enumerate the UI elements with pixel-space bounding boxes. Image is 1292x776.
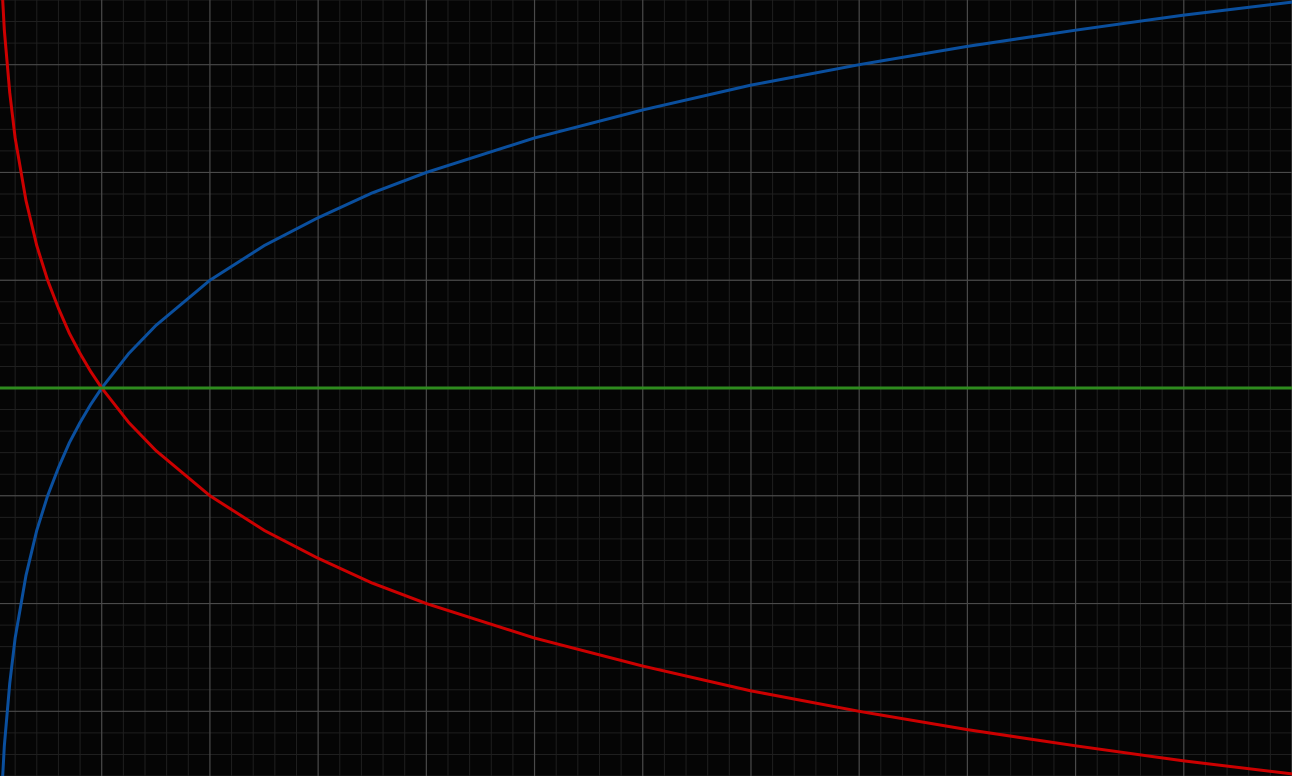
function-plot (0, 0, 1292, 776)
